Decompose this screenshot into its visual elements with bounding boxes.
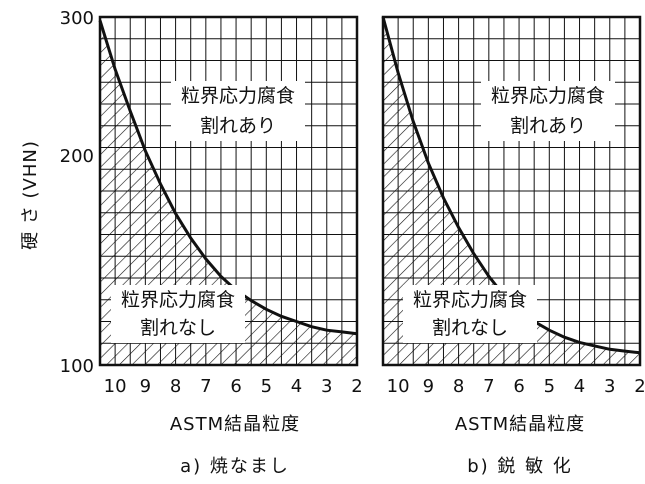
boundary-curve <box>98 20 358 336</box>
y-tick-label: 200 <box>60 146 94 167</box>
region-label-no-cracking-background <box>111 285 245 343</box>
x-tick-label: 2 <box>634 376 645 397</box>
plot-frame <box>98 15 359 367</box>
x-tick-label: 10 <box>387 376 410 397</box>
region-label-no-cracking-background <box>403 285 537 343</box>
x-axis-title: ASTM結晶粒度 <box>170 414 300 435</box>
y-tick-label: 100 <box>60 356 94 377</box>
x-tick-label: 4 <box>574 376 585 397</box>
x-tick-label: 5 <box>261 376 272 397</box>
x-tick-label: 10 <box>104 376 127 397</box>
y-tick-label: 300 <box>60 8 94 29</box>
x-tick-label: 9 <box>140 376 151 397</box>
y-axis-title: 硬 さ (VHN) <box>20 140 41 250</box>
x-tick-label: 8 <box>453 376 464 397</box>
region-label-no-cracking-line: 割れなし <box>432 317 508 339</box>
region-label-cracking-line: 割れあり <box>510 115 586 137</box>
panel-caption: a) 焼なまし <box>180 456 290 477</box>
region-label-cracking-line: 粒界応力腐食 <box>181 85 295 107</box>
y-axis: 300 200 100 硬 さ (VHN) <box>20 8 94 377</box>
region-label-cracking-background <box>171 81 305 141</box>
x-tick-label: 9 <box>423 376 434 397</box>
x-axis-title: ASTM結晶粒度 <box>455 414 585 435</box>
x-tick-label: 5 <box>544 376 555 397</box>
region-label-no-cracking-line: 割れなし <box>140 317 216 339</box>
region-label-cracking-background <box>481 81 615 141</box>
region-label-cracking-line: 割れあり <box>200 115 276 137</box>
x-tick-label: 7 <box>200 376 211 397</box>
region-label-no-cracking-line: 粒界応力腐食 <box>121 289 235 311</box>
region-label-no-cracking-line: 粒界応力腐食 <box>413 289 527 311</box>
hatched-region-no-cracking <box>100 20 357 365</box>
x-tick-label: 3 <box>321 376 332 397</box>
plot-frame <box>381 15 642 367</box>
x-tick-label: 3 <box>604 376 615 397</box>
x-tick-label: 6 <box>230 376 241 397</box>
x-tick-label: 6 <box>513 376 524 397</box>
region-label-cracking-line: 粒界応力腐食 <box>491 85 605 107</box>
x-tick-label: 7 <box>483 376 494 397</box>
x-tick-label: 2 <box>351 376 362 397</box>
x-tick-label: 8 <box>170 376 181 397</box>
x-tick-label: 4 <box>291 376 302 397</box>
panel-caption: b) 鋭 敏 化 <box>467 456 573 477</box>
